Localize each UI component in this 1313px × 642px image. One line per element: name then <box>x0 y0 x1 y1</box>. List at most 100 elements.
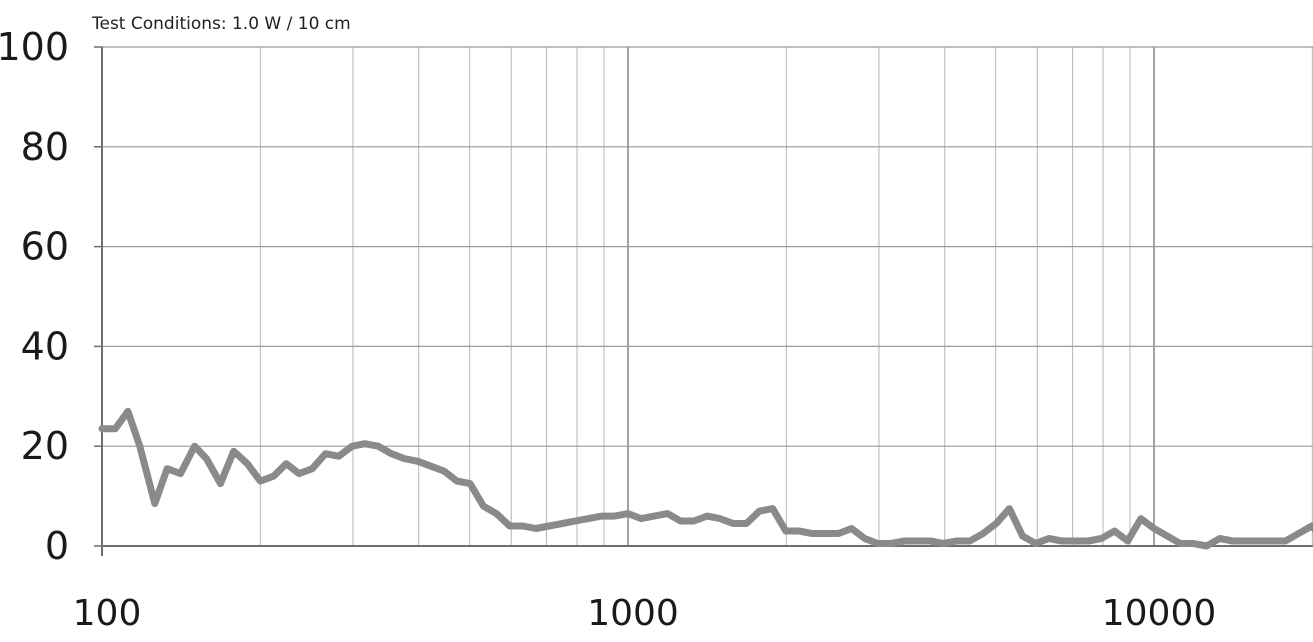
data-point <box>416 459 419 463</box>
data-point <box>100 427 104 431</box>
data-point <box>1310 524 1313 528</box>
data-point <box>1152 527 1156 530</box>
data-point <box>534 527 538 530</box>
data-point <box>981 532 985 535</box>
data-point <box>955 539 959 543</box>
data-point <box>468 482 472 486</box>
data-point <box>403 457 406 461</box>
data-point <box>744 522 748 525</box>
data-point <box>547 524 551 528</box>
data-point <box>481 504 485 508</box>
data-point <box>153 502 157 506</box>
data-point <box>666 512 669 516</box>
data-point <box>455 479 459 483</box>
data-point <box>350 444 354 448</box>
data-point <box>297 472 301 476</box>
data-point <box>1073 539 1077 543</box>
data-point <box>902 539 906 543</box>
data-point <box>310 467 314 471</box>
data-point <box>1205 544 1209 548</box>
data-point <box>1284 539 1287 543</box>
data-point <box>284 462 288 466</box>
data-point <box>613 514 617 518</box>
data-point <box>232 449 236 453</box>
data-point <box>968 539 972 543</box>
data-point <box>1297 532 1301 535</box>
x-tick-label: 1000 <box>587 593 679 634</box>
data-point <box>705 514 709 518</box>
data-point <box>126 409 130 413</box>
x-tick-label: 10000 <box>1102 593 1217 634</box>
data-point <box>1113 529 1117 533</box>
data-point <box>1007 507 1011 511</box>
data-point <box>652 514 656 518</box>
y-axis-ticks: 0 20 40 60 80 100 <box>0 25 69 568</box>
data-point <box>1060 539 1064 543</box>
y-tick-label: 60 <box>21 225 69 269</box>
data-point <box>1218 537 1222 540</box>
data-point <box>994 522 998 525</box>
y-tick-label: 0 <box>45 524 69 568</box>
data-point <box>179 472 182 476</box>
data-point <box>1244 539 1248 543</box>
data-point <box>113 427 117 431</box>
data-point <box>573 519 577 523</box>
x-tick-label: 100 <box>73 593 142 634</box>
data-point <box>193 444 197 448</box>
data-point <box>363 442 367 446</box>
data-point <box>1034 542 1038 545</box>
data-point <box>521 524 525 528</box>
data-point <box>1257 539 1261 543</box>
y-tick-label: 100 <box>0 25 69 69</box>
data-point <box>508 524 512 528</box>
data-point <box>337 454 341 458</box>
data-point <box>876 542 880 545</box>
data-point <box>442 469 446 473</box>
data-point <box>758 509 761 513</box>
x-axis-ticks: 100 1000 10000 <box>73 593 1217 634</box>
axes <box>94 46 1313 556</box>
data-point <box>850 527 854 530</box>
data-point <box>272 474 276 478</box>
data-point <box>928 539 932 543</box>
data-point <box>731 522 735 525</box>
data-point <box>679 519 683 523</box>
data-point <box>324 452 327 456</box>
data-point <box>942 542 946 545</box>
data-point <box>626 512 630 516</box>
data-point <box>863 537 867 540</box>
data-point <box>1231 539 1235 543</box>
data-point <box>1086 539 1090 543</box>
data-point <box>1047 537 1051 540</box>
y-tick-label: 20 <box>21 424 69 468</box>
data-point <box>810 532 814 535</box>
data-point <box>138 444 142 448</box>
data-point <box>165 467 169 471</box>
series-line <box>98 407 1313 550</box>
data-point <box>600 514 604 518</box>
data-point <box>639 517 643 521</box>
data-point <box>1270 539 1274 543</box>
data-point <box>1178 542 1182 545</box>
data-point <box>771 507 775 511</box>
y-tick-label: 80 <box>21 125 69 169</box>
data-point <box>718 517 722 521</box>
series-group <box>98 407 1313 550</box>
data-point <box>389 452 393 456</box>
data-point <box>1139 517 1143 521</box>
data-point <box>1191 542 1195 545</box>
data-point <box>836 532 840 535</box>
data-point <box>797 529 801 533</box>
data-point <box>258 479 262 483</box>
data-point <box>245 462 249 466</box>
data-point <box>1165 534 1169 538</box>
y-tick-label: 40 <box>21 324 69 368</box>
data-point <box>376 444 380 448</box>
grid <box>101 46 1313 546</box>
data-point <box>205 457 208 461</box>
data-point <box>494 512 498 516</box>
data-point <box>784 529 788 533</box>
data-point <box>1126 539 1130 543</box>
data-point <box>219 482 222 486</box>
